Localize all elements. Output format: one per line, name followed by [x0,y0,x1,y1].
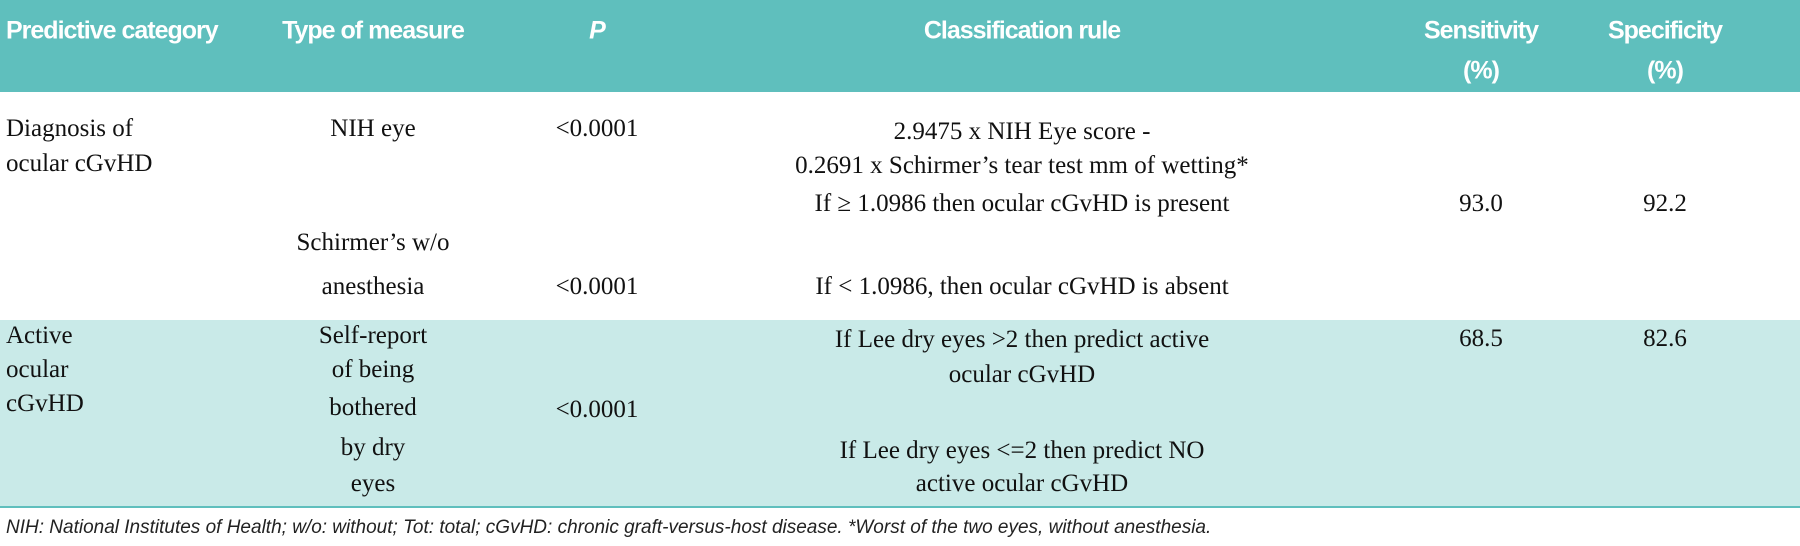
table-cell: NIH eye [330,115,416,142]
table-cell: 0.2691 x Schirmer’s tear test mm of wett… [795,152,1249,179]
table-cell: If Lee dry eyes <=2 then predict NO [839,437,1205,464]
header-cell: (%) [1463,56,1500,85]
table-cell: Self-report [318,322,428,349]
header-cell: Classification rule [923,16,1121,45]
table-cell: of being [331,356,415,383]
table-cell: <0.0001 [555,115,639,142]
header-cell: Predictive category [6,16,219,45]
header-cell: Specificity [1607,16,1723,45]
table-cell: Active [6,322,73,349]
table-cell: ocular cGvHD [6,150,153,177]
row-band [0,320,1800,506]
header-cell: P [589,16,606,45]
table-cell: 68.5 [1459,325,1503,352]
table-cell: 93.0 [1459,190,1503,217]
table-cell: Schirmer’s w/o [296,229,450,256]
table-cell: If Lee dry eyes >2 then predict active [834,326,1210,353]
table-cell: active ocular cGvHD [915,470,1129,497]
table-cell: bothered [329,394,417,421]
table-cell: <0.0001 [555,273,639,300]
table-cell: cGvHD [6,390,84,417]
table-cell: eyes [350,470,396,497]
table-cell: 92.2 [1643,190,1687,217]
table-cell: ocular [6,356,69,383]
header-cell: Type of measure [282,16,465,45]
footnote: NIH: National Institutes of Health; w/o:… [6,517,1212,538]
table-cell: by dry [340,434,406,461]
table-cell: 2.9475 x NIH Eye score - [893,118,1151,145]
table-cell: 82.6 [1643,325,1687,352]
table-cell: If ≥ 1.0986 then ocular cGvHD is present [814,190,1230,217]
header-cell: Sensitivity [1423,16,1539,45]
rule [0,506,1800,508]
table-cell: If < 1.0986, then ocular cGvHD is absent [815,273,1229,300]
table-cell: ocular cGvHD [948,361,1096,388]
table-cell: Diagnosis of [6,115,134,142]
header-band [0,0,1800,92]
table-cell: anesthesia [321,273,425,300]
table-cell: <0.0001 [555,396,639,423]
header-cell: (%) [1647,56,1684,85]
